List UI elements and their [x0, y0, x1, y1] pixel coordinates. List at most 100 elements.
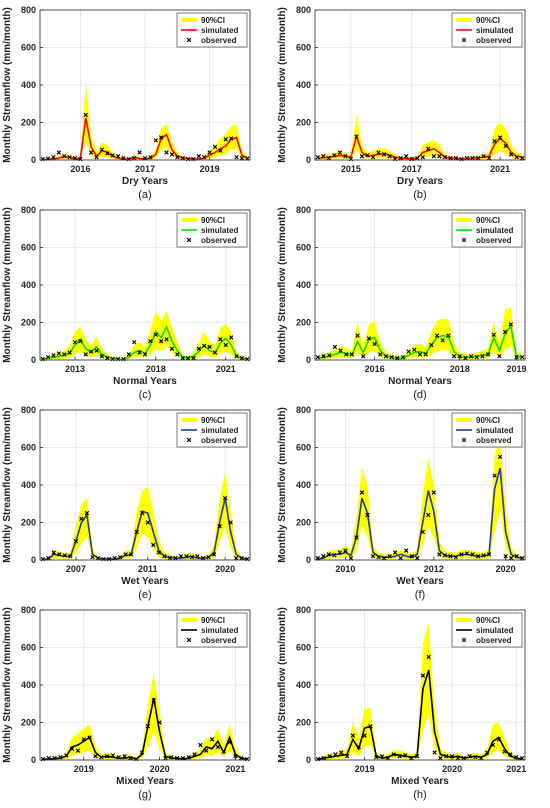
y-axis-label: Monthly Streamflow (mm/month) [277, 407, 288, 563]
observed-point [426, 146, 431, 151]
observed-point [327, 754, 332, 759]
legend-ci-label: 90%CI [476, 16, 500, 25]
legend-ci-label: 90%CI [476, 216, 500, 225]
observed-point [467, 754, 472, 759]
observed-point [204, 748, 209, 753]
observed-point [457, 354, 462, 359]
legend-observed-label: observed [476, 36, 512, 45]
observed-point [163, 755, 168, 761]
legend-observed-marker [461, 437, 467, 443]
y-tick-label: 200 [296, 118, 311, 128]
x-axis-label: Dry Years [397, 176, 443, 187]
observed-point [164, 150, 169, 155]
observed-point [95, 555, 101, 561]
observed-point [381, 152, 387, 157]
observed-point [157, 720, 162, 725]
y-tick-label: 200 [296, 318, 311, 328]
observed-point [497, 135, 503, 140]
observed-point [378, 352, 383, 357]
x-tick-label: 2007 [66, 564, 86, 574]
observed-point [315, 555, 320, 561]
observed-point [370, 154, 376, 160]
observed-point [508, 152, 514, 157]
ci-band [317, 623, 523, 760]
observed-point [104, 754, 110, 759]
observed-point [338, 348, 343, 353]
observed-point [169, 346, 175, 351]
observed-point [223, 137, 228, 142]
observed-point [56, 351, 62, 356]
observed-point [492, 139, 497, 144]
ci-band [317, 307, 523, 360]
observed-point [359, 154, 365, 159]
observed-point [88, 349, 94, 354]
observed-point [228, 335, 234, 340]
observed-point [62, 154, 67, 159]
observed-point [503, 554, 508, 559]
y-tick-label: 600 [21, 643, 36, 653]
observed-point [94, 348, 99, 353]
observed-point [198, 742, 203, 748]
observed-point [110, 753, 116, 758]
observed-point [376, 554, 381, 560]
x-tick-label: 2010 [335, 564, 355, 574]
observed-point [412, 347, 417, 352]
legend-ci-label: 90%CI [476, 616, 500, 625]
observed-point [321, 755, 326, 761]
observed-point [486, 552, 492, 557]
observed-point [228, 136, 234, 141]
observed-point [508, 752, 513, 757]
legend-simulated-label: simulated [476, 226, 513, 235]
observed-point [137, 350, 142, 355]
observed-point [356, 744, 361, 750]
observed-point [158, 339, 164, 344]
y-tick-label: 0 [306, 755, 311, 765]
observed-point [379, 754, 385, 759]
observed-point [212, 350, 218, 355]
legend-observed-label: observed [476, 236, 512, 245]
observed-point [374, 754, 379, 760]
observed-point [83, 112, 88, 118]
ci-band [42, 311, 248, 360]
observed-point [62, 553, 68, 558]
observed-point [448, 554, 453, 559]
x-tick-label: 2019 [506, 364, 526, 374]
x-tick-label: 2021 [216, 364, 236, 374]
y-axis-label: Monthly Streamflow (mm/month) [2, 207, 13, 363]
observed-point [153, 138, 158, 143]
observed-point [468, 354, 474, 359]
observed-point [212, 144, 218, 150]
observed-point [116, 754, 121, 760]
observed-point [409, 554, 414, 559]
y-tick-label: 600 [296, 443, 311, 453]
observed-point [415, 555, 420, 561]
observed-point [234, 354, 239, 359]
x-tick-label: 2021 [225, 764, 245, 774]
observed-point [362, 733, 367, 738]
observed-point [81, 737, 86, 742]
legend-simulated-label: simulated [476, 626, 513, 635]
panel-label: (h) [413, 789, 426, 801]
observed-point [99, 754, 104, 760]
observed-point [502, 329, 508, 335]
x-tick-label: 2016 [70, 164, 90, 174]
observed-point [332, 153, 337, 158]
x-tick-label: 2011 [138, 564, 158, 574]
observed-point [218, 148, 223, 153]
observed-point [502, 749, 507, 754]
observed-point [496, 737, 501, 742]
observed-point [51, 353, 56, 358]
observed-point [227, 739, 232, 745]
observed-point [180, 355, 185, 361]
observed-point [508, 555, 514, 561]
observed-point [99, 147, 105, 152]
y-tick-label: 600 [21, 443, 36, 453]
observed-point [370, 554, 376, 559]
observed-point [56, 150, 62, 155]
observed-point [64, 753, 69, 758]
observed-point [68, 554, 73, 559]
observed-point [117, 554, 123, 560]
observed-point [134, 529, 139, 535]
observed-point [192, 752, 197, 757]
observed-point [350, 733, 356, 738]
